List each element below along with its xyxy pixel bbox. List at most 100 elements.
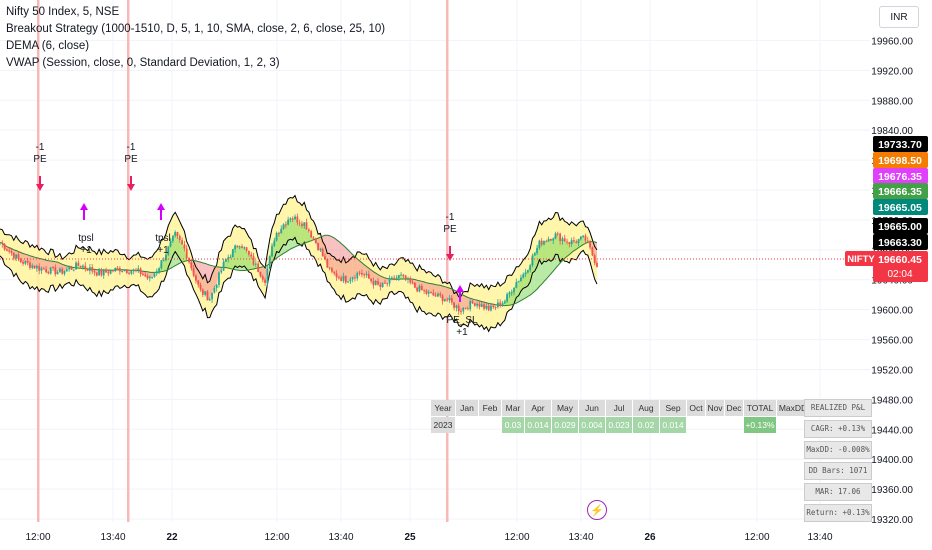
trend-fill <box>336 239 339 278</box>
trend-fill <box>539 240 542 287</box>
stats-maxdd: MaxDD: -0.008% <box>804 441 872 459</box>
candle-body <box>545 241 548 243</box>
x-tick-label: 12:00 <box>25 532 50 543</box>
price-label: 19733.70 <box>878 139 922 151</box>
candle-body <box>107 272 110 274</box>
candle-body <box>448 298 451 301</box>
price-label: 19665.05 <box>878 202 922 214</box>
candle-body <box>35 266 38 269</box>
candle-body <box>400 274 402 276</box>
candle-body <box>54 267 57 275</box>
candle-body <box>494 306 497 308</box>
table-cell-jul: 0.023 <box>606 417 632 433</box>
y-tick-label: 19560.00 <box>871 336 913 347</box>
table-header-maxdd: MaxDD <box>777 400 809 416</box>
candle-body <box>250 254 253 257</box>
table-cell-jan <box>456 417 478 433</box>
trend-fill <box>461 293 464 312</box>
candle-body <box>340 277 343 281</box>
trend-fill <box>465 296 468 310</box>
candle-body <box>167 246 170 255</box>
candle-body <box>563 238 566 242</box>
candle-body <box>520 277 522 282</box>
strategy-label[interactable]: Breakout Strategy (1000-1510, D, 5, 1, 1… <box>6 23 386 35</box>
candle-body <box>229 256 232 258</box>
trend-fill <box>301 222 305 245</box>
candle-body <box>529 265 532 271</box>
annotation-sub: PE <box>124 154 138 165</box>
candle-body <box>439 293 442 296</box>
candle-body <box>102 269 105 276</box>
x-tick-label: 13:40 <box>100 532 125 543</box>
candle-body <box>135 269 137 271</box>
table-header-dec: Dec <box>725 400 743 416</box>
candle-body <box>6 249 8 251</box>
candle-body <box>573 240 575 242</box>
buy-arrow-head <box>80 203 88 210</box>
candle-body <box>268 256 271 269</box>
candle-body <box>264 279 266 283</box>
symbol-title[interactable]: Nifty 50 Index, 5, NSE <box>6 6 120 18</box>
candle-body <box>344 276 347 283</box>
candle-body <box>118 268 121 272</box>
candle-body <box>77 262 80 266</box>
candle-body <box>554 233 557 239</box>
trend-fill <box>129 270 132 274</box>
candle-body <box>98 270 101 276</box>
candle-body <box>91 267 94 272</box>
currency-button[interactable]: INR <box>879 6 919 28</box>
candle-body <box>95 272 98 276</box>
table-header-feb: Feb <box>479 400 501 416</box>
candle-body <box>72 269 75 271</box>
candle-body <box>402 274 405 276</box>
candle-body <box>259 271 262 277</box>
candle-body <box>165 254 167 261</box>
trend-fill <box>179 240 183 264</box>
trend-fill <box>428 283 432 293</box>
stats-title: REALIZED P&L <box>804 399 872 417</box>
trend-fill <box>525 270 528 298</box>
candle-body <box>582 235 585 237</box>
candle-body <box>522 274 525 278</box>
table-cell-nov <box>706 417 724 433</box>
candle-body <box>222 261 225 271</box>
candle-body <box>596 262 598 267</box>
last-price-label: 19660.45 <box>878 254 922 266</box>
dema-label[interactable]: DEMA (6, close) <box>6 40 90 52</box>
price-label-bg <box>873 183 928 199</box>
vwap-label[interactable]: VWAP (Session, close, 0, Standard Deviat… <box>6 57 280 69</box>
candle-body <box>342 276 345 281</box>
candle-body <box>158 268 160 272</box>
trend-fill <box>334 237 337 278</box>
candle-body <box>294 216 296 220</box>
candle-body <box>56 272 59 275</box>
x-tick-label: 13:40 <box>568 532 593 543</box>
trend-fill <box>251 256 254 270</box>
candle-body <box>257 263 260 272</box>
candle-body <box>8 250 11 252</box>
annotation-sub: +1 <box>80 245 92 256</box>
countdown-label: 02:04 <box>887 269 912 280</box>
candle-body <box>441 295 444 302</box>
y-tick-label: 19320.00 <box>871 515 913 526</box>
x-tick-label: 26 <box>644 532 656 543</box>
candle-body <box>324 256 326 260</box>
price-label: 19663.30 <box>878 237 922 249</box>
candle-body <box>312 237 315 239</box>
candle-body <box>125 269 128 273</box>
candle-body <box>301 223 303 226</box>
lightning-icon[interactable]: ⚡ <box>587 500 607 520</box>
performance-table: Year Jan Feb Mar Apr May Jun Jul Aug Sep Oct Nov Dec… <box>430 399 810 434</box>
table-header-jun: Jun <box>579 400 605 416</box>
buy-arrow-head <box>456 285 464 292</box>
x-tick-label: 12:00 <box>744 532 769 543</box>
candle-body <box>483 304 485 309</box>
candle-body <box>393 277 396 280</box>
trend-fill <box>345 247 349 283</box>
trend-fill <box>308 231 312 242</box>
candle-body <box>220 270 223 273</box>
candle-body <box>586 240 589 242</box>
trend-fill <box>246 250 249 271</box>
candle-body <box>559 233 562 241</box>
